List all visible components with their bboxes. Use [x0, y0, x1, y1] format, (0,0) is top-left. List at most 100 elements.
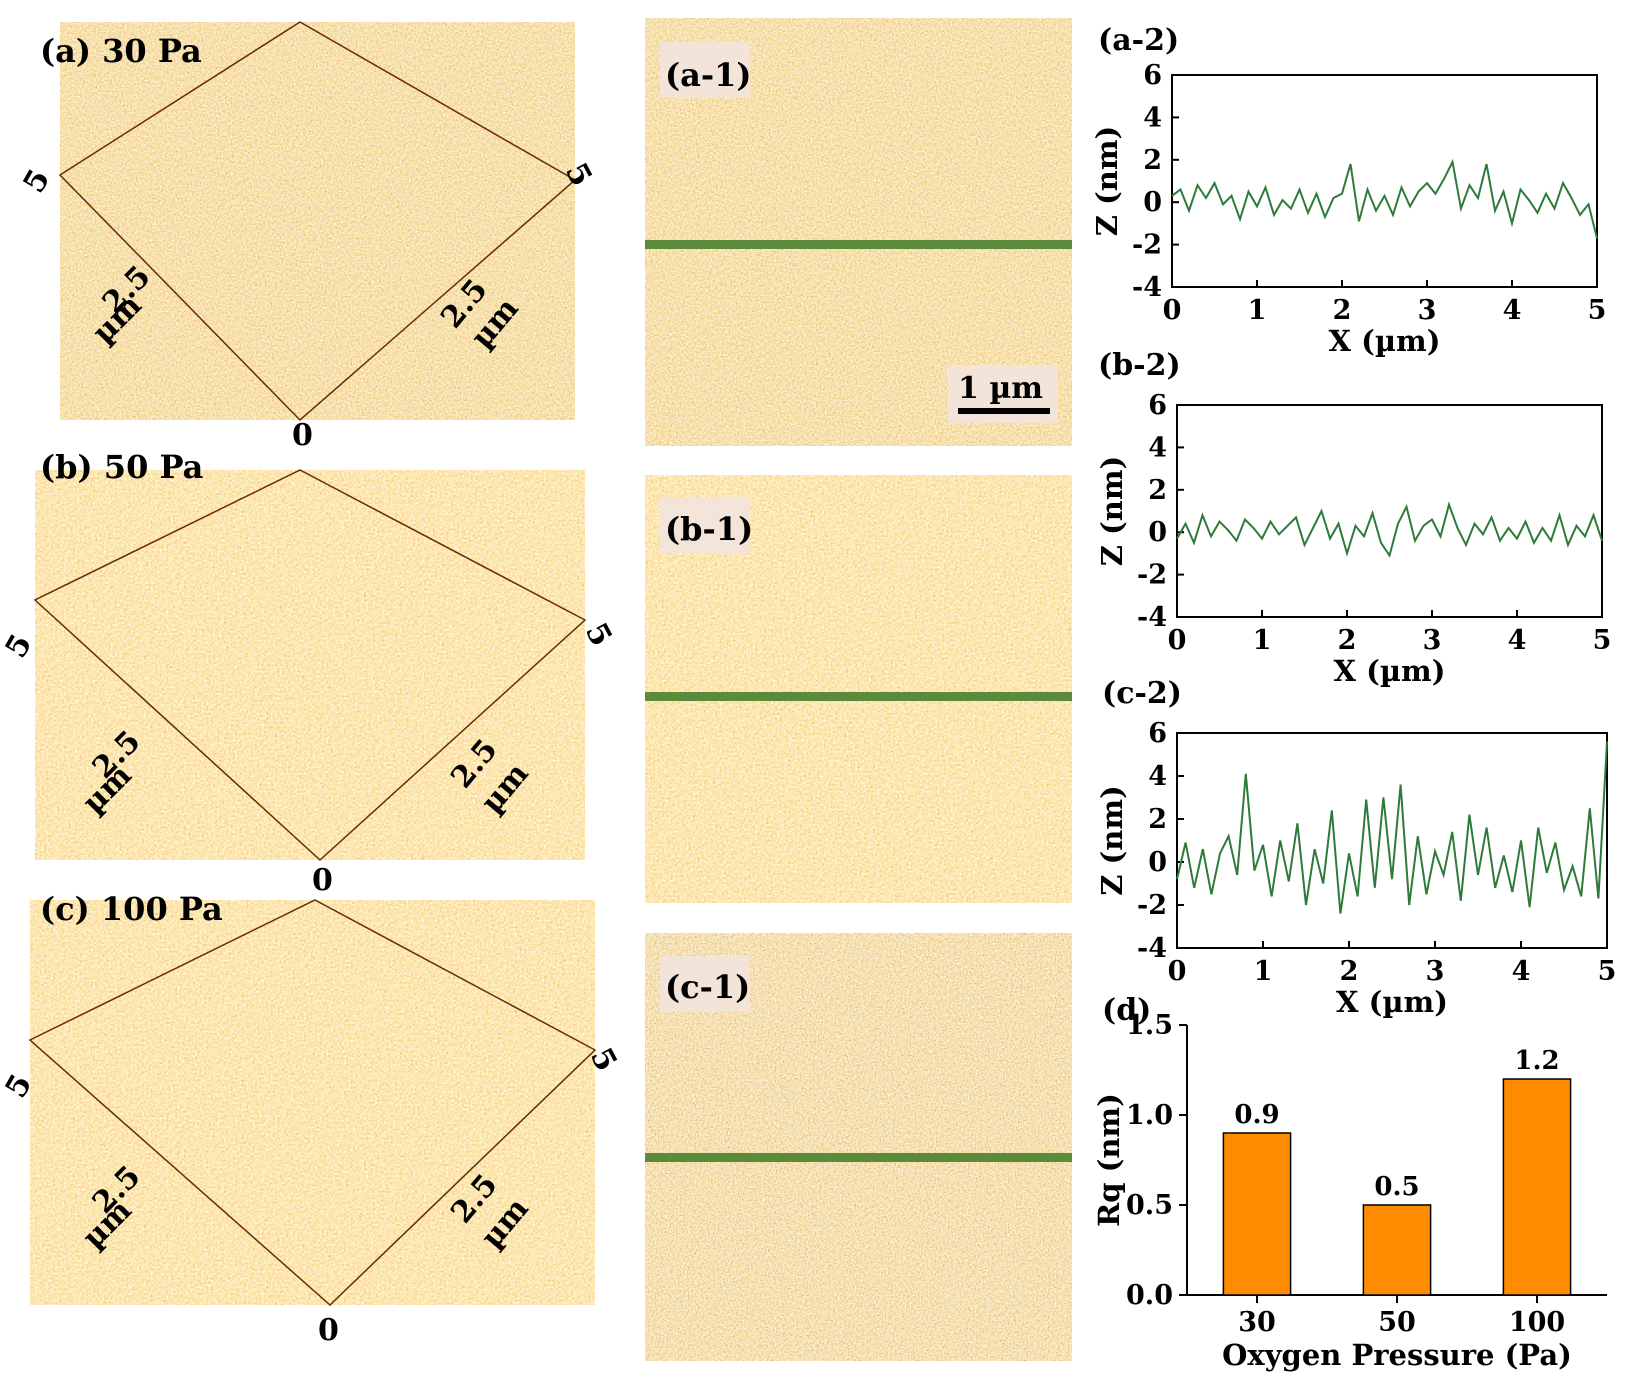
panel-label-box [660, 42, 750, 98]
panel-label: (a-2) [1098, 23, 1179, 58]
y-tick-label: -4 [1137, 933, 1167, 964]
panel-label: (c-1) [665, 968, 750, 1006]
panel-label-box [660, 497, 750, 553]
y-tick-label: 4 [1148, 761, 1167, 792]
y-tick-label: 0.0 [1126, 1280, 1173, 1311]
y-tick-label: 0 [1148, 847, 1167, 878]
afm-3d-surface [30, 900, 595, 1305]
panel-title: (b) 50 Pa [40, 448, 203, 486]
x-tick-label: 1 [1253, 625, 1272, 656]
profile-scan-line [645, 1153, 1072, 1162]
plot-frame [1176, 732, 1608, 949]
y-tick-label: 6 [1148, 718, 1167, 749]
y-tick-label: 1.0 [1126, 1100, 1173, 1131]
y-tick-label: 6 [1143, 60, 1162, 91]
y-tick-label: 2 [1148, 475, 1167, 506]
x-axis-label: X (µm) [1329, 324, 1441, 358]
profile-series-line [1171, 158, 1598, 239]
y-tick-label: -4 [1137, 602, 1167, 633]
y-tick-label: -2 [1132, 230, 1162, 261]
tick-origin: 0 [292, 418, 313, 453]
x-tick-label: 0 [1168, 625, 1187, 656]
x-tick-label: 0 [1163, 295, 1182, 326]
profile-chart-b2: 0 1 2 3 4 5 -4 -2 0 2 4 6 (b-2) X (µm) Z (nm) [1095, 348, 1611, 688]
y-tick-label: 0.5 [1126, 1190, 1173, 1221]
y-tick-label: 2 [1143, 145, 1162, 176]
afm-3d-surface [35, 470, 585, 860]
x-tick-label: 5 [1598, 956, 1617, 987]
bar-50 [1362, 1204, 1432, 1296]
x-tick-label: 2 [1340, 956, 1359, 987]
bar-100 [1502, 1078, 1572, 1296]
y-tick-label: 1.5 [1126, 1010, 1173, 1041]
x-tick-label: 2 [1338, 625, 1357, 656]
bar-data-label: 1.2 [1514, 1046, 1559, 1076]
y-axis-label: Z (nm) [1090, 126, 1124, 236]
y-tick-label: 6 [1148, 390, 1167, 421]
panel-3d-a: (a) 30 Pa 5 5 2.5 µm 2.5 µm 0 [17, 21, 599, 453]
x-tick-label: 4 [1512, 956, 1531, 987]
panel-label: (b-2) [1098, 348, 1181, 383]
afm-3d-outline [58, 21, 577, 422]
x-tick-label: 100 [1509, 1307, 1565, 1338]
y-tick-label: -4 [1132, 272, 1162, 303]
panel-title: (a) 30 Pa [40, 32, 202, 70]
tick-origin: 0 [312, 863, 333, 898]
afm-3d-outline [33, 469, 587, 862]
tick-right: 5 [578, 617, 619, 652]
x-axis-label: X (µm) [1334, 654, 1446, 688]
panel-3d-c: (c) 100 Pa 5 5 2.5 µm 2.5 µm 0 [0, 890, 624, 1348]
profile-chart-a2: 0 1 2 3 4 5 -4 -2 0 2 4 6(a-2) X (µm) Z (nm) [1090, 23, 1606, 358]
y-tick-label: -2 [1137, 560, 1167, 591]
y-tick-label: 0 [1148, 517, 1167, 548]
x-tick-label: 1 [1254, 956, 1273, 987]
afm-3d-outline [28, 899, 597, 1307]
panel-2d-a: (a-1) 1 µm [645, 18, 1072, 446]
y-tick-label: 2 [1148, 804, 1167, 835]
panel-label: (b-1) [665, 510, 753, 548]
rq-bar-chart: 0.0 0.5 1.0 1.5 0.9 30 0.5 50 1.2 100 (d) Oxygen Pr… [1092, 993, 1607, 1372]
panel-3d-b: (b) 50 Pa 5 5 2.5 µm 2.5 µm 0 [0, 448, 619, 898]
y-tick-label: 4 [1148, 432, 1167, 463]
panel-2d-b: (b-1) [645, 475, 1072, 903]
x-tick-label: 50 [1378, 1307, 1416, 1338]
x-tick-label: 1 [1248, 295, 1267, 326]
plot-frame [1176, 404, 1603, 618]
tick-left: 5 [17, 163, 58, 199]
unit-left: µm [76, 1193, 139, 1256]
afm-3d-surface [60, 22, 575, 420]
profile-series-line [1176, 501, 1603, 558]
plot-frame [1171, 74, 1598, 288]
y-axis-label: Z (nm) [1095, 456, 1129, 566]
y-tick-label: -2 [1137, 890, 1167, 921]
x-tick-label: 3 [1418, 295, 1437, 326]
y-tick-label: 0 [1143, 187, 1162, 218]
x-tick-label: 3 [1423, 625, 1442, 656]
profile-chart-c2: 0 1 2 3 4 5 -4 -2 0 2 4 6 (c-2) X (µm) Z (nm) [1095, 676, 1616, 1019]
x-tick-label: 4 [1503, 295, 1522, 326]
scale-bar-label: 1 µm [958, 371, 1043, 406]
panel-2d-c: (c-1) [645, 933, 1072, 1361]
y-axis-label: Rq (nm) [1092, 1093, 1126, 1227]
tick-left: 5 [0, 628, 39, 664]
bar-30 [1222, 1132, 1292, 1296]
x-tick-label: 5 [1593, 625, 1612, 656]
panel-label: (c-2) [1102, 676, 1182, 711]
x-axis-label: Oxygen Pressure (Pa) [1222, 1338, 1572, 1372]
x-tick-label: 5 [1588, 295, 1607, 326]
bar-data-label: 0.5 [1374, 1172, 1419, 1202]
profile-series-line [1176, 741, 1608, 914]
x-tick-label: 30 [1238, 1307, 1276, 1338]
unit-left: µm [76, 758, 139, 821]
x-tick-label: 2 [1333, 295, 1352, 326]
x-tick-label: 0 [1168, 956, 1187, 987]
panel-title: (c) 100 Pa [40, 890, 223, 928]
tick-origin: 0 [318, 1313, 339, 1348]
y-tick-label: 4 [1143, 102, 1162, 133]
x-tick-label: 4 [1508, 625, 1527, 656]
y-axis-label: Z (nm) [1095, 785, 1129, 895]
x-tick-label: 3 [1426, 956, 1445, 987]
panel-label: (a-1) [665, 56, 752, 94]
profile-scan-line [645, 240, 1072, 249]
